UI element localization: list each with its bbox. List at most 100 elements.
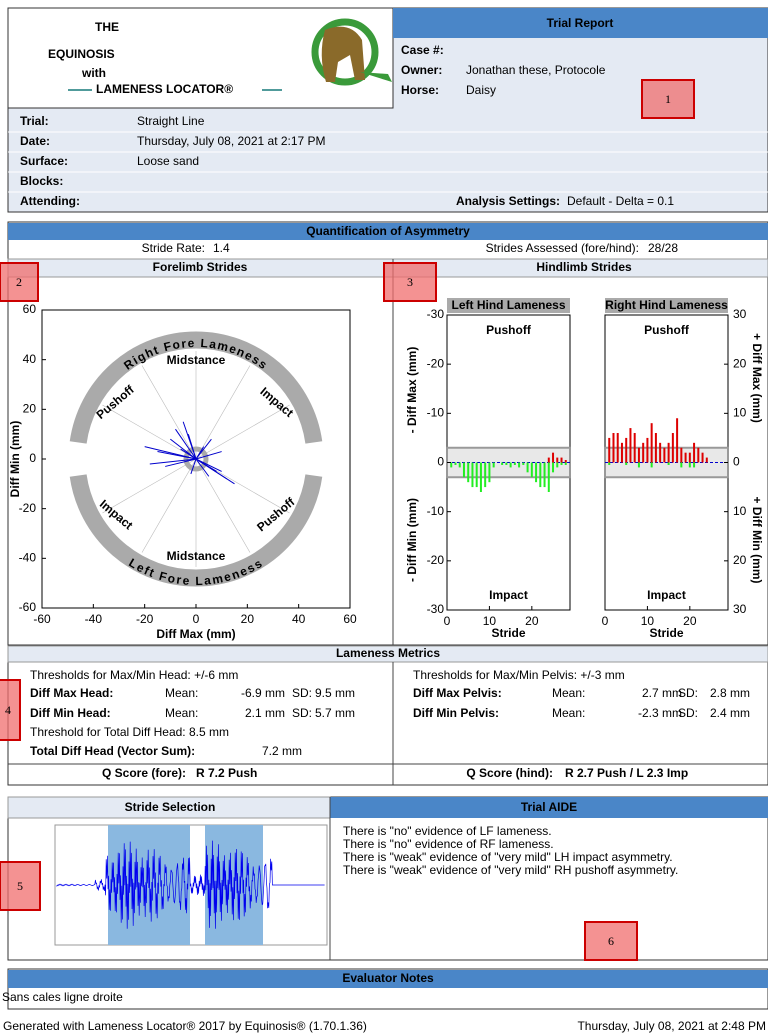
q-score: R 2.7 Push / L 2.3 Imp — [565, 766, 688, 780]
threshold: Threshold for Total Diff Head: 8.5 mm — [30, 725, 229, 739]
logo-q — [311, 18, 379, 86]
owner-label: Owner: — [401, 63, 442, 77]
strides-label: Strides Assessed (fore/hind): — [486, 241, 639, 255]
stride-bar — [680, 462, 683, 468]
metric-mean-label: Mean: — [165, 706, 198, 720]
aide-title: Trial AIDE — [521, 800, 577, 814]
y-axis-label: + Diff Max (mm) — [750, 333, 764, 423]
y-tick-label: 20 — [23, 402, 37, 416]
y-tick-label: -10 — [427, 504, 445, 518]
stride-bar — [697, 447, 700, 463]
y-tick-label: 20 — [733, 356, 747, 370]
stride-bar — [462, 462, 465, 478]
y-tick-label: 30 — [733, 307, 747, 321]
marker-label: 2 — [16, 275, 22, 289]
stride-bar — [543, 462, 546, 488]
x-tick-label: 40 — [292, 612, 306, 626]
logo-the: THE — [95, 20, 119, 34]
phase-label: Midstance — [167, 353, 226, 367]
stride-bar — [688, 462, 691, 468]
marker-box — [584, 921, 638, 961]
hind-title: Hindlimb Strides — [536, 260, 632, 274]
logo-q-tail — [360, 72, 392, 82]
x-tick-label: 20 — [525, 614, 539, 628]
aide-line: There is "weak" evidence of "very mild" … — [343, 863, 678, 877]
stride-vector — [149, 458, 197, 465]
stride-bar — [654, 433, 657, 463]
stride-bar — [650, 462, 653, 468]
metrics-title: Lameness Metrics — [336, 646, 440, 660]
metric-mean-label: Mean: — [552, 686, 585, 700]
stride-bar — [560, 462, 563, 465]
trial-value: Loose sand — [137, 154, 199, 168]
panel-title-bar — [605, 298, 728, 313]
stride-bar — [620, 442, 623, 463]
x-tick-label: -60 — [33, 612, 51, 626]
settings: Default - Delta = 0.1 — [567, 194, 674, 208]
q-label: Q Score (hind): — [466, 766, 553, 780]
x-axis-label: Stride — [491, 626, 525, 640]
x-tick-label: 20 — [241, 612, 255, 626]
stride-bar — [625, 462, 628, 465]
stride-bar — [625, 437, 628, 463]
stride-bar — [608, 462, 611, 465]
y-tick-label: -60 — [19, 600, 37, 614]
y-tick-label: 10 — [733, 406, 747, 420]
marker-box — [0, 861, 41, 911]
stride-vector — [195, 438, 212, 460]
logo-with: with — [81, 66, 106, 80]
stride-bar — [688, 452, 691, 463]
stride-bar — [612, 433, 615, 463]
stride-bar — [547, 462, 550, 492]
y-tick-label: 40 — [23, 352, 37, 366]
y-tick-label: -20 — [19, 501, 37, 515]
stride-bar — [671, 433, 674, 463]
stride-vector — [195, 458, 235, 485]
metric-mean: -6.9 mm — [241, 686, 285, 700]
stride-bar — [564, 460, 567, 463]
lameness-arc — [69, 474, 323, 587]
y-tick-label: 60 — [23, 302, 37, 316]
stride-bar — [552, 462, 555, 473]
logo-horse — [321, 26, 365, 83]
stride-bar — [684, 452, 687, 463]
metric-mean-label: Mean: — [165, 686, 198, 700]
trial-value: Straight Line — [137, 114, 205, 128]
y-tick-label: 30 — [733, 602, 747, 616]
stride-vector — [157, 451, 197, 460]
marker-box — [641, 79, 695, 119]
stride-bar — [484, 462, 487, 488]
metric-sd-label: SD: — [678, 686, 698, 700]
y-tick-label: 20 — [733, 553, 747, 567]
metric-sd: 9.5 mm — [315, 686, 355, 700]
strides: 28/28 — [648, 241, 678, 255]
stride-bar — [693, 442, 696, 463]
stride-rate: 1.4 — [213, 241, 230, 255]
stride-vector — [175, 428, 197, 460]
stride-bar — [701, 452, 704, 463]
horse-label: Horse: — [401, 83, 439, 97]
stride-vector — [195, 458, 222, 472]
panel-title-bar — [447, 298, 570, 313]
phase-label: Midstance — [167, 549, 226, 563]
case-label: Case #: — [401, 43, 444, 57]
stride-bar — [467, 462, 470, 483]
metric-mean: 2.1 mm — [245, 706, 285, 720]
bottom-label: Impact — [489, 588, 528, 602]
center-ring — [183, 446, 209, 472]
stride-bar — [693, 462, 696, 468]
stride-bar — [556, 462, 559, 468]
trial-value: Thursday, July 08, 2021 at 2:17 PM — [137, 134, 326, 148]
stride-bar — [637, 447, 640, 463]
stride-bar — [526, 462, 529, 473]
metric-value: 7.2 mm — [262, 744, 302, 758]
threshold: Thresholds for Max/Min Pelvis: +/-3 mm — [413, 668, 625, 682]
marker-label: 4 — [5, 703, 11, 717]
footer-left: Generated with Lameness Locator® 2017 by… — [3, 1019, 367, 1033]
stride-bar — [633, 433, 636, 463]
logo-product: LAMENESS LOCATOR® — [96, 82, 233, 96]
metric-label: Diff Min Head: — [30, 706, 111, 720]
stride-bar — [458, 462, 461, 468]
stride-bar — [663, 447, 666, 463]
